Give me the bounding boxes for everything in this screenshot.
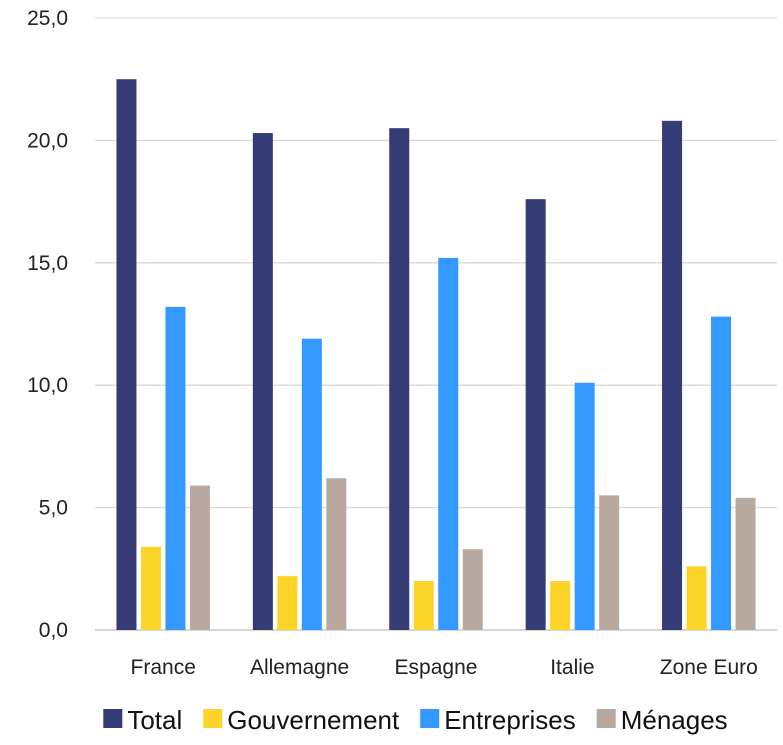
bar-entreprises-france xyxy=(165,306,186,630)
legend-label: Gouvernement xyxy=(227,705,400,735)
y-tick-label: 20,0 xyxy=(27,129,68,152)
bar-entreprises-allemagne xyxy=(301,338,322,630)
x-category-label: Espagne xyxy=(395,656,478,679)
bar-m-nages-zone-euro xyxy=(735,497,756,630)
legend-swatch xyxy=(103,709,123,728)
legend-label: Ménages xyxy=(621,705,728,735)
bar-gouvernement-italie xyxy=(550,581,571,630)
y-axis-tick-labels: 0,0 5,0 10,0 15,0 20,0 25,0 xyxy=(27,7,68,642)
bar-entreprises-italie xyxy=(574,382,595,630)
legend-label: Entreprises xyxy=(444,705,576,735)
y-tick-label: 5,0 xyxy=(39,497,68,520)
legend-item: Ménages xyxy=(596,705,728,735)
legend-swatch xyxy=(420,709,440,728)
bar-total-zone-euro xyxy=(662,120,683,630)
legend-swatch xyxy=(596,709,616,728)
bar-total-espagne xyxy=(389,128,410,630)
x-category-label: Allemagne xyxy=(250,656,349,679)
x-axis-category-labels: France Allemagne Espagne Italie Zone Euro xyxy=(131,656,758,679)
bar-gouvernement-espagne xyxy=(413,581,434,630)
bar-m-nages-allemagne xyxy=(326,478,347,630)
x-category-label: Italie xyxy=(550,656,594,679)
bar-entreprises-zone-euro xyxy=(711,316,732,630)
x-category-label: Zone Euro xyxy=(660,656,758,679)
legend-item: Entreprises xyxy=(420,705,576,735)
bar-m-nages-france xyxy=(189,485,210,630)
y-tick-label: 10,0 xyxy=(27,374,68,397)
x-category-label: France xyxy=(131,656,196,679)
y-tick-label: 0,0 xyxy=(39,619,68,642)
legend-item: Total xyxy=(103,705,182,735)
bar-entreprises-espagne xyxy=(438,257,459,630)
bar-gouvernement-allemagne xyxy=(277,576,298,630)
legend-swatch xyxy=(203,709,223,728)
bar-total-italie xyxy=(525,199,546,631)
bar-total-france xyxy=(116,79,137,630)
legend: Total Gouvernement Entreprises Ménages xyxy=(103,705,728,735)
bar-gouvernement-zone-euro xyxy=(686,566,707,630)
y-tick-label: 15,0 xyxy=(27,252,68,275)
bar-m-nages-italie xyxy=(599,495,620,630)
bar-m-nages-espagne xyxy=(462,549,483,630)
bar-total-allemagne xyxy=(252,133,273,630)
bars xyxy=(116,79,756,631)
y-tick-label: 25,0 xyxy=(27,7,68,30)
legend-item: Gouvernement xyxy=(203,705,400,735)
bar-gouvernement-france xyxy=(140,546,161,630)
legend-label: Total xyxy=(127,705,182,735)
